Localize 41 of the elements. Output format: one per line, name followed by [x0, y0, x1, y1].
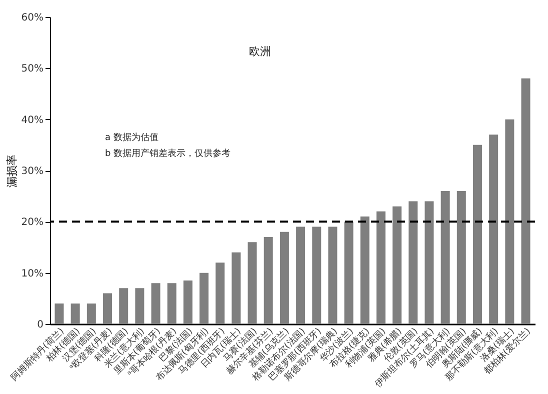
- bar: [119, 288, 128, 324]
- y-tick-label: 60%: [21, 12, 44, 24]
- y-tick-label: 50%: [21, 64, 44, 75]
- bar: [376, 211, 386, 324]
- bar: [54, 304, 64, 324]
- bar: [232, 252, 241, 324]
- bar: [424, 201, 434, 324]
- bar: [86, 304, 96, 324]
- bar: [472, 144, 482, 324]
- y-tick-label: 20%: [21, 217, 44, 228]
- bar: [135, 288, 144, 324]
- bar: [70, 304, 80, 324]
- bar: [103, 293, 112, 324]
- bar: [456, 190, 466, 324]
- y-tick-label: 30%: [21, 166, 44, 177]
- bar: [344, 222, 354, 324]
- bar: [216, 262, 225, 324]
- y-tick-label: 10%: [21, 268, 44, 280]
- y-tick-label: 40%: [21, 114, 44, 126]
- bar: [280, 232, 289, 324]
- y-axis-title: 漏损率: [5, 154, 18, 188]
- bar: [440, 190, 450, 324]
- bar: [328, 226, 338, 324]
- bar: [521, 78, 530, 324]
- bar: [392, 206, 402, 324]
- bar: [183, 280, 192, 324]
- bar: [408, 201, 418, 324]
- bar: [167, 283, 176, 324]
- bar: [505, 119, 514, 324]
- bar: [296, 226, 306, 324]
- annotation: a 数据为估值: [105, 132, 158, 143]
- text: 欧洲: [249, 45, 271, 58]
- bar: [248, 242, 257, 324]
- y-tick-label: 0: [37, 320, 44, 330]
- bar: [312, 226, 322, 324]
- bar: [360, 216, 370, 324]
- bar: [489, 134, 498, 324]
- bar: [264, 237, 273, 324]
- bar: [151, 283, 160, 324]
- annotation: b 数据用产销差表示，仅供参考: [105, 148, 231, 159]
- bar: [200, 272, 209, 324]
